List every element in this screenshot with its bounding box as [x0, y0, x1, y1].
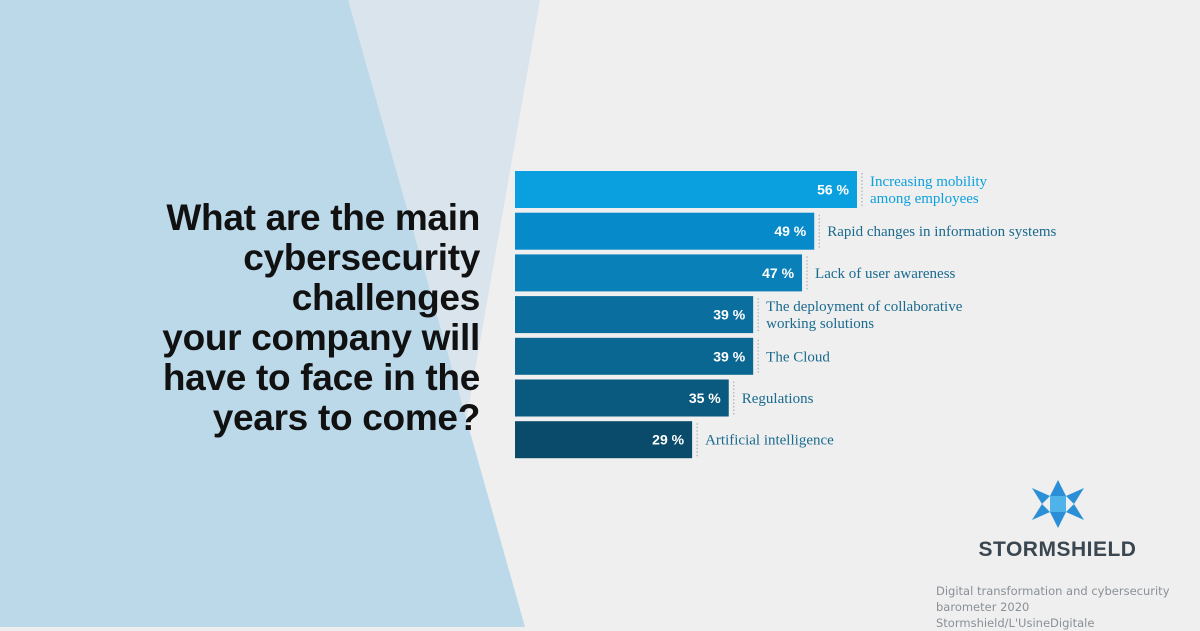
category-label: Increasing mobility among employees	[870, 174, 988, 207]
background-blue-shape	[0, 0, 525, 627]
bar	[515, 296, 754, 334]
bar	[515, 171, 857, 208]
category-label: Rapid changes in information systems	[827, 224, 1056, 240]
bar-value-label: 29 %	[652, 432, 684, 448]
bar-value-label: 39 %	[713, 307, 745, 323]
bar	[515, 212, 815, 250]
bar-value-label: 47 %	[762, 265, 794, 281]
brand-name: STORMSHIELD	[978, 538, 1137, 561]
bar	[515, 337, 754, 375]
bar-value-label: 56 %	[817, 182, 849, 198]
bar-value-label: 35 %	[689, 390, 721, 406]
stormshield-logo-icon	[1032, 480, 1084, 528]
category-label: The deployment of collaborative working s…	[766, 299, 963, 332]
bar-value-label: 49 %	[774, 223, 806, 239]
bar	[515, 379, 729, 417]
question-heading: What are the main cybersecurity challeng…	[162, 197, 480, 438]
source-note: Digital transformation and cybersecurity…	[936, 584, 1170, 630]
bar-value-label: 39 %	[713, 348, 745, 364]
category-label: Regulations	[742, 391, 814, 407]
category-label: The Cloud	[766, 349, 830, 365]
category-label: Lack of user awareness	[815, 266, 956, 282]
bar	[515, 421, 693, 459]
category-label: Artificial intelligence	[705, 433, 834, 449]
bar	[515, 254, 803, 292]
